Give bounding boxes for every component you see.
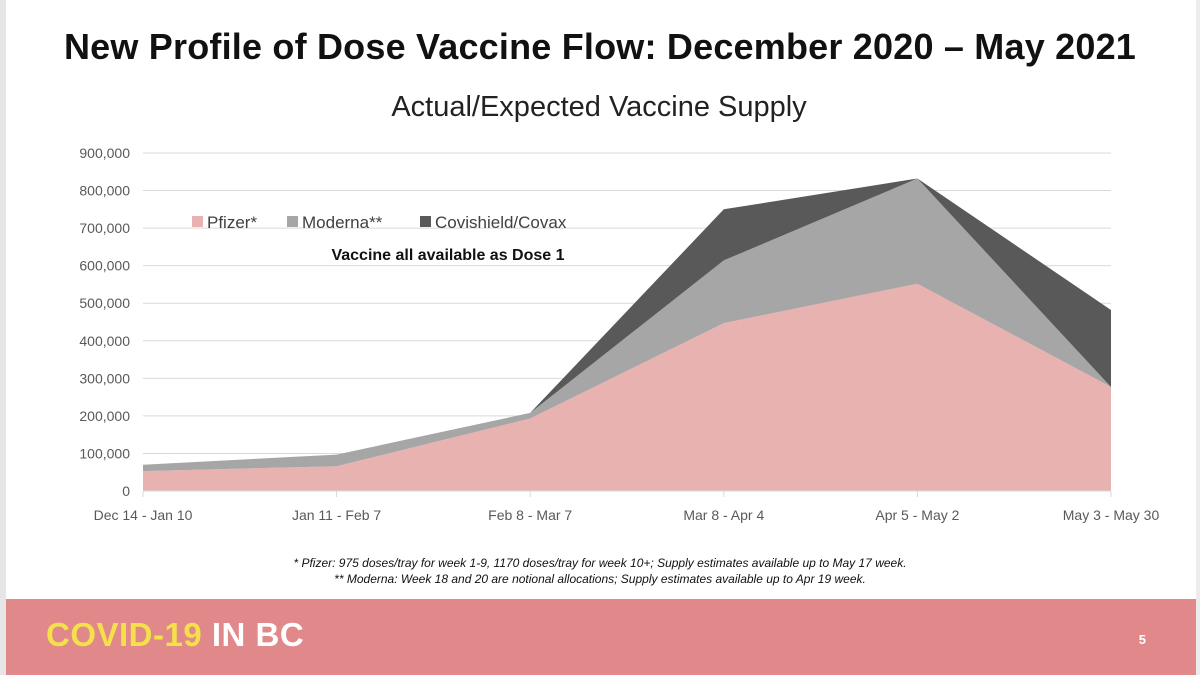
x-tick-label: Jan 11 - Feb 7 [292,507,381,523]
y-tick-label: 400,000 [79,333,130,349]
y-tick-label: 100,000 [79,445,130,461]
supply-chart: Actual/Expected Vaccine Supply 0 100,000 2… [79,91,1160,523]
x-tick-label: Apr 5 - May 2 [875,507,959,523]
page-number: 5 [1138,632,1146,647]
y-tick-label: 200,000 [79,408,130,424]
y-tick-label: 0 [122,483,130,499]
x-tick-label: Dec 14 - Jan 10 [94,507,193,523]
slide-right-edge [1196,0,1200,675]
y-axis-ticks: 0 100,000 200,000 300,000 400,000 500,000 600,… [79,145,130,499]
legend: Pfizer* Moderna** Covishield/Covax [192,213,567,232]
x-axis-ticks: Dec 14 - Jan 10 Jan 11 - Feb 7 Feb 8 - Mar… [94,491,1160,523]
legend-swatch [420,216,431,227]
footnote-moderna: ** Moderna: Week 18 and 20 are notional … [334,572,866,586]
legend-label: Pfizer* [207,213,257,232]
chart-annotation: Vaccine all available as Dose 1 [331,247,564,264]
x-tick-label: Mar 8 - Apr 4 [683,507,764,523]
brand-logo: COVID-19 IN BC [46,616,304,654]
legend-label: Covishield/Covax [435,213,567,232]
brand-covid: COVID-19 [46,616,203,653]
area-covishield-covax [143,178,1111,465]
slide-title: New Profile of Dose Vaccine Flow: Decemb… [63,26,1137,67]
y-tick-label: 600,000 [79,258,130,274]
footer-bar: COVID-19 IN BC 5 [6,599,1196,675]
x-tick-label: May 3 - May 30 [1063,507,1160,523]
y-tick-label: 800,000 [79,183,130,199]
y-tick-label: 500,000 [79,295,130,311]
footnote-pfizer: * Pfizer: 975 doses/tray for week 1-9, 1… [293,556,907,570]
area-pfizer [143,283,1111,491]
legend-swatch [192,216,203,227]
y-tick-label: 900,000 [79,145,130,161]
series-areas [143,178,1111,492]
legend-label: Moderna** [302,213,383,232]
x-tick-label: Feb 8 - Mar 7 [488,507,572,523]
y-tick-label: 300,000 [79,370,130,386]
y-tick-label: 700,000 [79,220,130,236]
chart-title: Actual/Expected Vaccine Supply [391,91,807,123]
brand-in-bc: IN BC [211,616,305,653]
slide-left-edge [0,0,6,675]
area-moderna [143,178,1111,472]
legend-swatch [287,216,298,227]
